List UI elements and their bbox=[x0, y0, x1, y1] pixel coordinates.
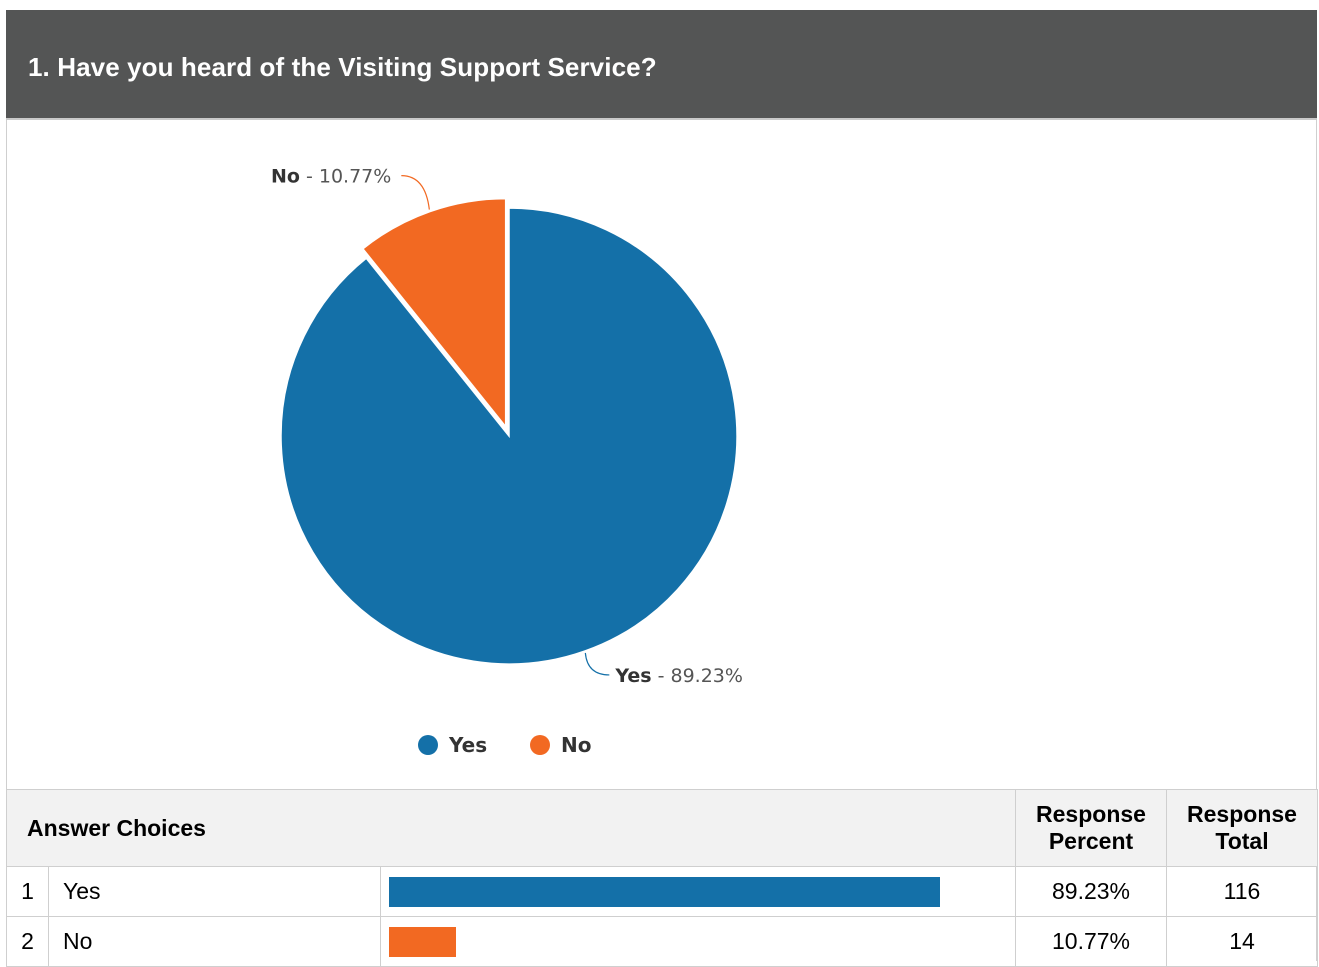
header-response-percent: Response Percent bbox=[1015, 789, 1167, 867]
results-table: Answer Choices Response Percent Response… bbox=[6, 789, 1318, 967]
row-bar-cell bbox=[380, 916, 1016, 967]
row-number: 2 bbox=[6, 916, 49, 967]
row-percent: 89.23% bbox=[1015, 866, 1167, 917]
row-number: 1 bbox=[6, 866, 49, 917]
chart-area: Yes - 89.23% No - 10.77% Yes No bbox=[7, 120, 1316, 788]
question-panel bbox=[6, 10, 1317, 961]
legend-label-yes: Yes bbox=[448, 733, 487, 757]
row-label: No bbox=[48, 916, 381, 967]
row-label: Yes bbox=[48, 866, 381, 917]
leader-line-no bbox=[401, 175, 430, 210]
response-bar bbox=[389, 926, 456, 957]
header-percent-line2: Percent bbox=[1048, 828, 1134, 854]
data-label-yes: Yes - 89.23% bbox=[614, 665, 743, 687]
header-percent-line1: Response bbox=[1036, 801, 1146, 827]
pie-slice-yes bbox=[280, 207, 738, 665]
header-answer-choices: Answer Choices bbox=[6, 789, 1016, 867]
header-response-total: Response Total bbox=[1166, 789, 1318, 867]
header-total-line1: Response bbox=[1187, 801, 1297, 827]
legend-marker-no bbox=[530, 735, 550, 755]
row-bar-cell bbox=[380, 866, 1016, 917]
pie-slice-no bbox=[361, 197, 507, 429]
table-row: 1 Yes 89.23% 116 bbox=[6, 866, 1318, 917]
pie-chart: Yes - 89.23% No - 10.77% Yes No bbox=[271, 166, 743, 757]
legend-label-no: No bbox=[561, 733, 591, 757]
table-row: 2 No 10.77% 14 bbox=[6, 916, 1318, 967]
question-header: 1. Have you heard of the Visiting Suppor… bbox=[6, 10, 1317, 120]
data-label-no: No - 10.77% bbox=[271, 166, 391, 188]
row-total: 14 bbox=[1166, 916, 1318, 967]
row-percent: 10.77% bbox=[1015, 916, 1167, 967]
legend-marker-yes bbox=[418, 735, 438, 755]
table-header-row: Answer Choices Response Percent Response… bbox=[6, 789, 1318, 867]
question-title: 1. Have you heard of the Visiting Suppor… bbox=[28, 52, 657, 82]
row-total: 116 bbox=[1166, 866, 1318, 917]
header-total-line2: Total bbox=[1215, 828, 1269, 854]
leader-line-yes bbox=[584, 652, 610, 676]
response-bar bbox=[389, 876, 940, 907]
